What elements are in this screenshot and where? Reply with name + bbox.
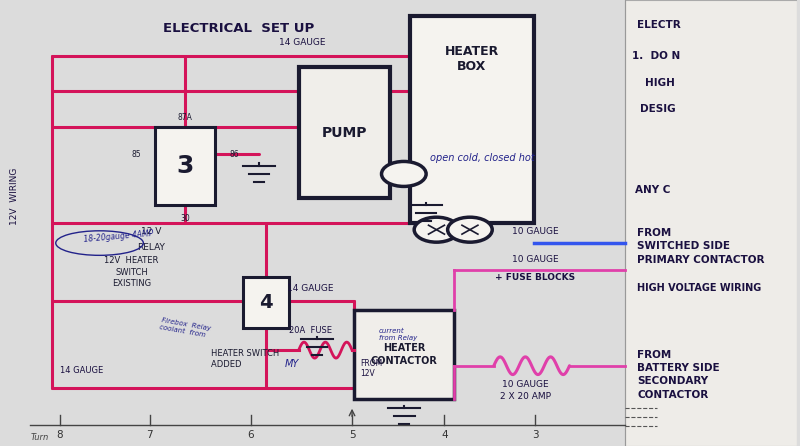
- Text: 6: 6: [247, 430, 254, 440]
- Text: FROM: FROM: [638, 228, 671, 238]
- Text: SWITCHED SIDE: SWITCHED SIDE: [638, 241, 730, 251]
- Text: 3: 3: [532, 430, 538, 440]
- Text: 3: 3: [177, 154, 194, 178]
- Text: current
from Relay: current from Relay: [379, 328, 418, 341]
- Text: 10 GAUGE: 10 GAUGE: [512, 255, 558, 264]
- Text: 10 GAUGE: 10 GAUGE: [502, 380, 549, 389]
- Text: 14 GAUGE: 14 GAUGE: [60, 366, 103, 375]
- Text: 14 GAUGE: 14 GAUGE: [279, 38, 326, 47]
- Text: open cold, closed hot: open cold, closed hot: [430, 153, 535, 163]
- Text: FROM
12V: FROM 12V: [360, 359, 382, 378]
- Text: FROM: FROM: [638, 350, 671, 359]
- Text: ELECTRICAL  SET UP: ELECTRICAL SET UP: [163, 22, 314, 36]
- Text: Turn: Turn: [30, 433, 49, 442]
- Circle shape: [448, 217, 492, 242]
- Text: PRIMARY CONTACTOR: PRIMARY CONTACTOR: [638, 255, 765, 264]
- Text: 1.  DO N: 1. DO N: [632, 51, 680, 61]
- Text: 5: 5: [349, 430, 355, 440]
- Text: 7: 7: [146, 430, 153, 440]
- Text: PUMP: PUMP: [322, 126, 367, 140]
- Bar: [626, 0, 797, 446]
- Text: 14 GAUGE: 14 GAUGE: [287, 285, 334, 293]
- Text: 30: 30: [180, 214, 190, 223]
- Circle shape: [382, 161, 426, 186]
- Text: 4: 4: [259, 293, 273, 312]
- Text: HIGH VOLTAGE WIRING: HIGH VOLTAGE WIRING: [638, 283, 762, 293]
- Text: ANY C: ANY C: [635, 185, 670, 194]
- Circle shape: [414, 217, 458, 242]
- Text: MY: MY: [285, 359, 299, 369]
- Text: 12V  WIRING: 12V WIRING: [10, 168, 19, 225]
- Text: 12V  HEATER
SWITCH
EXISTING: 12V HEATER SWITCH EXISTING: [104, 256, 158, 288]
- Text: + FUSE BLOCKS: + FUSE BLOCKS: [495, 273, 575, 282]
- Text: HEATER SWITCH
ADDED: HEATER SWITCH ADDED: [211, 349, 279, 369]
- Text: ELECTR: ELECTR: [638, 20, 681, 29]
- Bar: [243, 277, 289, 328]
- Text: 86: 86: [230, 150, 239, 159]
- Text: HEATER
BOX: HEATER BOX: [445, 45, 499, 73]
- Text: 8: 8: [57, 430, 63, 440]
- Text: CONTACTOR: CONTACTOR: [638, 390, 709, 400]
- Text: Firebox  Relay
coolant  from: Firebox Relay coolant from: [159, 317, 210, 339]
- Text: 20A  FUSE: 20A FUSE: [289, 326, 332, 335]
- Text: SECONDARY: SECONDARY: [638, 376, 708, 386]
- Text: DESIG: DESIG: [639, 104, 675, 114]
- Bar: [298, 67, 390, 198]
- Text: HIGH: HIGH: [645, 78, 675, 87]
- Text: 18-20gauge 4AMP: 18-20gauge 4AMP: [84, 229, 154, 244]
- Bar: [410, 16, 534, 223]
- Text: HEATER
CONTACTOR: HEATER CONTACTOR: [370, 343, 438, 366]
- Text: RELAY: RELAY: [138, 243, 166, 252]
- Text: 10 GAUGE: 10 GAUGE: [512, 227, 558, 236]
- Text: 87A: 87A: [178, 113, 193, 122]
- Text: 4: 4: [441, 430, 448, 440]
- Text: 12 V: 12 V: [141, 227, 162, 236]
- Bar: [155, 127, 215, 205]
- Bar: [354, 310, 454, 399]
- Text: 85: 85: [131, 150, 141, 159]
- Text: BATTERY SIDE: BATTERY SIDE: [638, 363, 720, 373]
- Text: 2 X 20 AMP: 2 X 20 AMP: [500, 392, 551, 401]
